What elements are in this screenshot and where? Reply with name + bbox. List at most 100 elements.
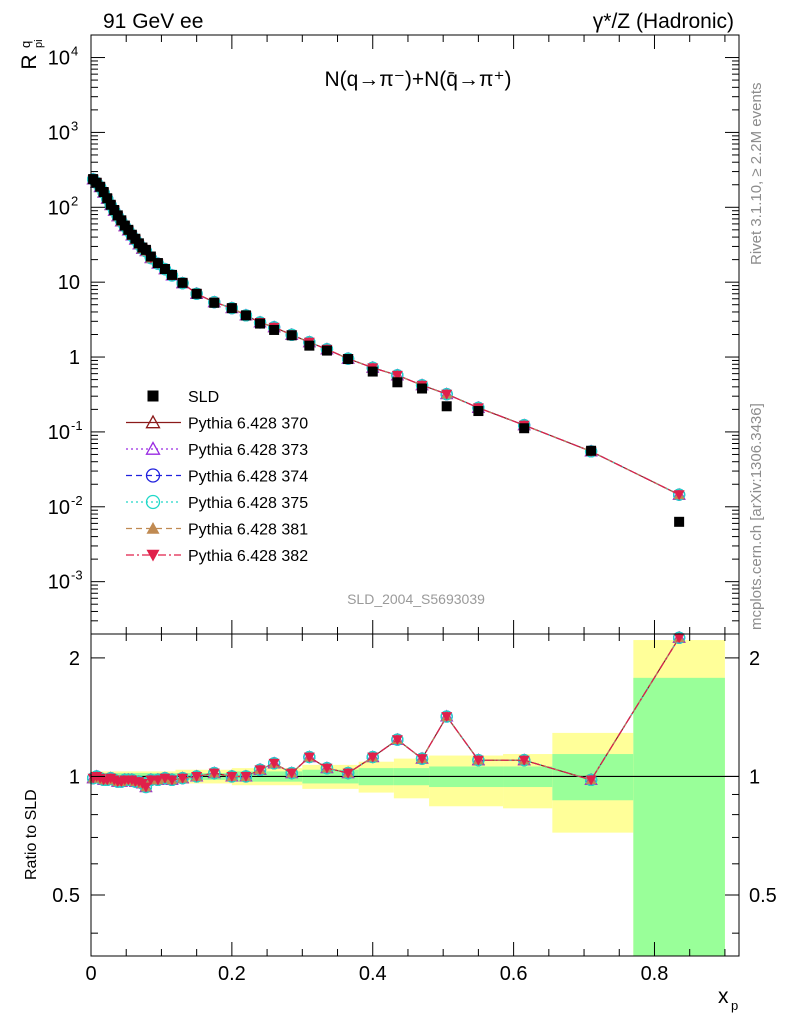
legend: SLD Pythia 6.428 370 Pythia 6.428 373 Pythi…: [126, 389, 308, 565]
data-point: [392, 377, 403, 388]
mc-point: [367, 752, 379, 763]
main-y-axis-label-sub: pi: [33, 39, 45, 48]
mc-point: [145, 441, 161, 455]
data-point: [105, 199, 116, 210]
legend-label: Pythia 6.428 382: [188, 548, 308, 565]
data-point: [586, 445, 597, 456]
legend-entry-p382: Pythia 6.428 382: [126, 548, 308, 565]
mc-point: [146, 549, 160, 562]
legend-entry-p370: Pythia 6.428 370: [126, 414, 308, 433]
legend-label: Pythia 6.428 373: [188, 442, 308, 459]
mc-point: [191, 772, 203, 782]
ratio-band-inner: [633, 677, 725, 956]
mc-point: [585, 775, 597, 786]
data-point: [152, 258, 163, 269]
ratio-series-p382: [87, 633, 685, 793]
legend-entry-p375: Pythia 6.428 375: [126, 494, 308, 512]
legend-entry-p374: Pythia 6.428 374: [126, 468, 308, 486]
main-y-tick-exponent: -2: [71, 493, 83, 508]
data-point: [417, 383, 428, 394]
mcplots-source-label: mcplots.cern.ch [arXiv:1306.3436]: [748, 403, 765, 630]
data-point: [140, 244, 151, 255]
sld-data-series: [88, 174, 685, 527]
mc-point: [166, 775, 178, 786]
ratio-y-tick-label-right: 2: [749, 648, 760, 670]
main-y-tick-exponent: 3: [71, 118, 78, 133]
mc-point: [254, 765, 266, 776]
data-point: [343, 354, 354, 365]
mc-point: [140, 782, 152, 793]
mc-point: [303, 752, 315, 763]
x-axis-label: x p: [718, 985, 738, 1013]
main-y-tick-label: 1: [69, 347, 80, 369]
header-right-title: γ*/Z (Hadronic): [593, 10, 734, 33]
mc-point: [518, 755, 530, 766]
data-point: [98, 187, 109, 198]
data-point: [177, 277, 188, 288]
data-point: [473, 406, 484, 417]
ratio-uncertainty-bands: [91, 640, 739, 956]
legend-label: Pythia 6.428 375: [188, 495, 308, 512]
main-y-tick-exponent: 2: [71, 193, 78, 208]
mc-point: [673, 490, 685, 501]
main-y-axis-label-text: R: [18, 54, 41, 69]
legend-entry-sld: SLD: [147, 389, 219, 406]
legend-entry-p373: Pythia 6.428 373: [126, 441, 308, 459]
data-point: [147, 390, 159, 402]
data-point: [304, 340, 315, 351]
ratio-y-tick-label: 1: [69, 766, 80, 788]
main-y-tick-label: 10: [48, 48, 70, 70]
mc-point: [226, 772, 238, 782]
mc-point: [441, 389, 453, 400]
mc-point: [321, 763, 333, 774]
x-tick-label: 0: [85, 963, 96, 985]
ratio-y-tick-label-right: 0.5: [749, 885, 777, 907]
main-y-tick-label: 10: [48, 422, 70, 444]
mc-point: [472, 755, 484, 766]
analysis-watermark: SLD_2004_S5693039: [347, 591, 485, 607]
data-point: [109, 205, 120, 216]
mc-point: [145, 468, 161, 483]
x-axis-label-sub: p: [731, 998, 738, 1013]
mc-point: [145, 494, 161, 510]
mc-point: [145, 414, 161, 429]
ratio-y-axis-label: Ratio to SLD: [23, 789, 40, 880]
ratio-y-tick-label-right: 1: [749, 766, 760, 788]
data-point: [240, 310, 251, 321]
x-tick-label: 0.4: [359, 963, 387, 985]
mc-point: [146, 522, 160, 534]
mc-point: [177, 773, 189, 784]
x-tick-label: 0.6: [500, 963, 528, 985]
ratio-series-layer: [86, 630, 686, 794]
legend-label: Pythia 6.428 370: [188, 416, 308, 433]
data-point: [116, 215, 127, 226]
ratio-y-tick-label: 2: [69, 648, 80, 670]
legend-label: Pythia 6.428 374: [188, 469, 308, 486]
ratio-plot-frame: [90, 633, 740, 957]
data-point: [519, 423, 530, 434]
mc-point: [268, 758, 280, 769]
mc-point: [286, 768, 298, 779]
data-point: [145, 251, 156, 262]
data-point: [209, 297, 220, 308]
mc-point: [152, 775, 164, 786]
data-point: [269, 324, 280, 335]
mc-point: [145, 775, 157, 786]
data-point: [95, 181, 106, 192]
mc-point: [391, 370, 403, 381]
data-point: [159, 263, 170, 274]
data-point: [441, 401, 452, 412]
main-y-axis-label: R q pi: [18, 39, 45, 69]
legend-label: SLD: [188, 389, 219, 406]
data-point: [226, 303, 237, 314]
x-tick-label: 0.2: [218, 963, 246, 985]
mc-point: [342, 768, 354, 779]
main-plot-frame: [90, 34, 740, 635]
main-y-tick-exponent: -3: [71, 568, 83, 583]
mc-point: [416, 754, 428, 765]
data-point: [674, 516, 685, 527]
main-plot-title: N(q→π⁻)+N(q̄→π⁺): [324, 68, 511, 91]
main-y-tick-label: 10: [48, 197, 70, 219]
